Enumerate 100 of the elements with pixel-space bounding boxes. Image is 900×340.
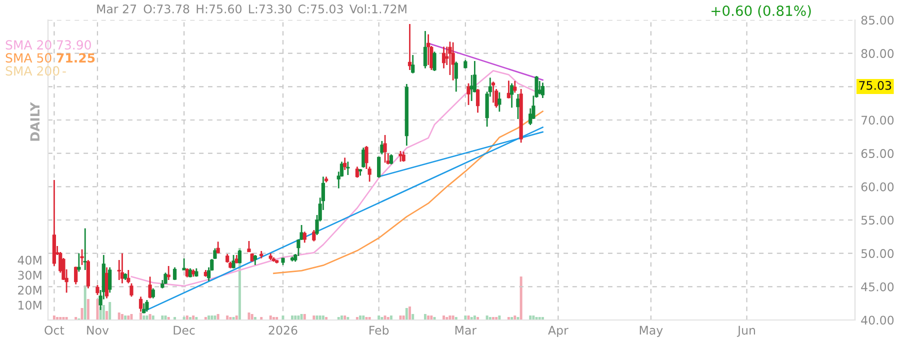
bar bbox=[303, 314, 306, 320]
bar bbox=[108, 302, 112, 320]
text: L:73.30 bbox=[249, 4, 292, 14]
bar bbox=[96, 299, 99, 320]
text: Mar 27 bbox=[97, 4, 136, 14]
y2-tick-label: 85.00 bbox=[861, 16, 894, 25]
x-tick-label: Feb bbox=[370, 326, 389, 335]
candlestick bbox=[380, 140, 384, 156]
bar bbox=[250, 314, 254, 320]
y2-tick-label: 70.00 bbox=[862, 116, 894, 125]
candlestick bbox=[398, 150, 402, 162]
bar bbox=[106, 311, 108, 320]
candlestick bbox=[126, 269, 130, 284]
candlestick bbox=[108, 266, 112, 294]
candlestick bbox=[216, 240, 220, 254]
candlestick bbox=[411, 54, 415, 74]
text: C:75.03 bbox=[298, 4, 343, 14]
bar bbox=[405, 308, 408, 320]
candlestick bbox=[238, 249, 242, 264]
text: +0.60 (0.81%) bbox=[712, 5, 811, 18]
y2-tick-label: 65.00 bbox=[861, 149, 894, 158]
candlestick bbox=[377, 156, 381, 178]
text: SMA 20 bbox=[6, 40, 52, 50]
text: SMA 50 bbox=[6, 53, 52, 63]
bar bbox=[412, 314, 414, 320]
x-tick-label: Nov bbox=[87, 326, 109, 335]
bar bbox=[84, 286, 86, 320]
annotation: - bbox=[62, 72, 66, 73]
candlestick bbox=[454, 60, 458, 92]
bar bbox=[130, 314, 133, 320]
candlestick bbox=[540, 82, 545, 99]
text: O:73.78 bbox=[144, 4, 190, 14]
y2-tick-label: 80.00 bbox=[861, 49, 894, 58]
candlestick bbox=[74, 266, 78, 286]
y2-tick-label: 40.00 bbox=[861, 316, 894, 325]
x-tick-label: Mar bbox=[455, 326, 477, 335]
y-tick-label: 10M bbox=[18, 300, 42, 310]
x-tick-label: May bbox=[640, 326, 663, 337]
text: DAILY bbox=[30, 102, 40, 141]
bar bbox=[86, 299, 90, 320]
candlestick bbox=[130, 282, 134, 298]
candlestick bbox=[145, 299, 149, 312]
line-series bbox=[273, 110, 544, 274]
candlestick bbox=[538, 80, 542, 96]
bar bbox=[120, 314, 124, 320]
x-tick-label: Oct bbox=[44, 326, 64, 335]
candlestick bbox=[389, 154, 394, 166]
candlestick bbox=[83, 228, 87, 271]
candlestick bbox=[343, 156, 347, 171]
annotation: 73.90 bbox=[57, 40, 91, 50]
text: H:75.60 bbox=[196, 4, 242, 14]
candlestick bbox=[96, 284, 100, 296]
candlestick bbox=[476, 88, 480, 114]
candlestick bbox=[506, 80, 511, 100]
candlestick bbox=[383, 134, 387, 164]
bar bbox=[216, 314, 220, 320]
candlestick bbox=[432, 50, 436, 72]
y2-tick-label: 45.00 bbox=[861, 282, 894, 292]
candlestick bbox=[138, 296, 143, 312]
candlestick bbox=[232, 254, 236, 270]
candlestick bbox=[172, 266, 177, 281]
y2-tick-label: 50.00 bbox=[861, 249, 894, 258]
candlestick bbox=[253, 254, 257, 266]
bar bbox=[102, 305, 105, 320]
candlestick bbox=[498, 92, 502, 112]
candlestick bbox=[312, 229, 316, 242]
candlestick bbox=[166, 265, 170, 281]
bar bbox=[408, 306, 411, 320]
candlestick bbox=[402, 150, 406, 162]
x-tick-label: 2026 bbox=[268, 326, 298, 335]
y-tick-label: 40M bbox=[18, 256, 42, 265]
candlestick bbox=[442, 46, 446, 70]
candlestick bbox=[151, 288, 155, 300]
candlestick bbox=[77, 252, 81, 272]
candlestick bbox=[148, 276, 152, 300]
candlestick bbox=[80, 248, 84, 266]
bar bbox=[520, 276, 522, 320]
candlestick bbox=[346, 160, 350, 176]
annotation: SMA 200 bbox=[6, 66, 60, 76]
x-tick-label: Apr bbox=[548, 326, 568, 337]
text: 75.03 bbox=[859, 80, 892, 90]
candlestick bbox=[142, 302, 146, 314]
candlestick bbox=[466, 82, 470, 106]
y2-tick-label: 60.00 bbox=[861, 182, 894, 192]
y-tick-label: 20M bbox=[18, 286, 42, 295]
candlestick bbox=[510, 82, 514, 108]
candlestick bbox=[302, 230, 306, 244]
bar bbox=[140, 312, 142, 320]
candlestick bbox=[513, 80, 517, 94]
text: Vol:1.72M bbox=[349, 4, 406, 14]
candlestick bbox=[355, 166, 360, 178]
y2-tick-label: 55.00 bbox=[861, 216, 894, 225]
y-tick-label: 30M bbox=[18, 270, 42, 280]
candlestick bbox=[451, 42, 455, 82]
bar bbox=[248, 312, 250, 320]
x-tick-label: Dec bbox=[174, 326, 195, 335]
bar bbox=[148, 314, 152, 320]
candlestick bbox=[516, 93, 520, 120]
bar bbox=[118, 312, 120, 320]
bar bbox=[300, 314, 303, 320]
